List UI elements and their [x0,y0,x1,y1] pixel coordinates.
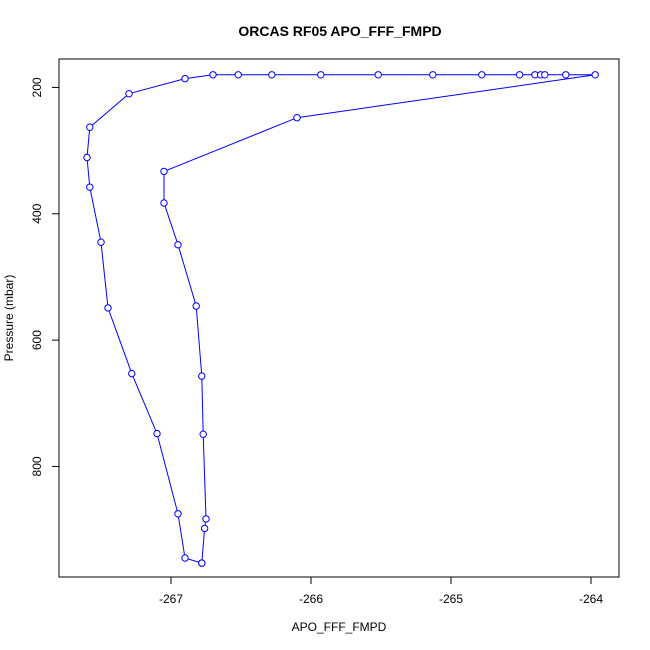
x-tick-label: -265 [439,592,463,606]
data-point [268,71,276,79]
x-tick-label: -267 [159,592,183,606]
y-tick-label: 200 [30,77,44,97]
data-point [234,71,242,79]
data-point [86,183,94,191]
data-point [199,430,207,438]
data-point [153,429,161,438]
data-point [562,71,570,79]
data-point [209,71,217,79]
data-point [541,71,549,79]
y-tick-label: 800 [30,456,44,476]
data-point [104,304,112,312]
data-point [200,524,209,533]
data-point [83,153,91,162]
data-point [317,71,325,79]
y-tick-label: 600 [30,330,44,350]
plot-frame [58,58,620,578]
data-point [181,554,189,562]
data-point [478,71,486,79]
y-axis-label: Pressure (mbar) [2,275,16,362]
data-point [86,123,94,131]
data-point [198,559,206,567]
data-point [160,167,168,176]
data-point [192,302,200,310]
data-point [160,199,168,207]
data-point [374,71,382,79]
data-point [174,510,182,518]
data-point [181,74,189,83]
y-tick-label: 400 [30,203,44,223]
data-point [515,71,524,79]
data-point [97,238,105,246]
x-axis: -267 -266 -265 -264 [159,577,603,606]
data-point [202,515,210,523]
data-point [125,90,133,98]
data-point [591,71,599,79]
data-point [429,71,437,79]
data-point [174,241,182,249]
x-tick-label: -264 [579,592,603,606]
chart-title: ORCAS RF05 APO_FFF_FMPD [238,23,441,39]
x-tick-label: -266 [299,592,323,606]
data-point [293,114,301,122]
y-axis: 200 400 600 800 [30,77,59,476]
data-point [128,369,136,378]
data-point [198,372,206,380]
x-axis-label: APO_FFF_FMPD [292,620,387,634]
series-layer [83,71,599,567]
